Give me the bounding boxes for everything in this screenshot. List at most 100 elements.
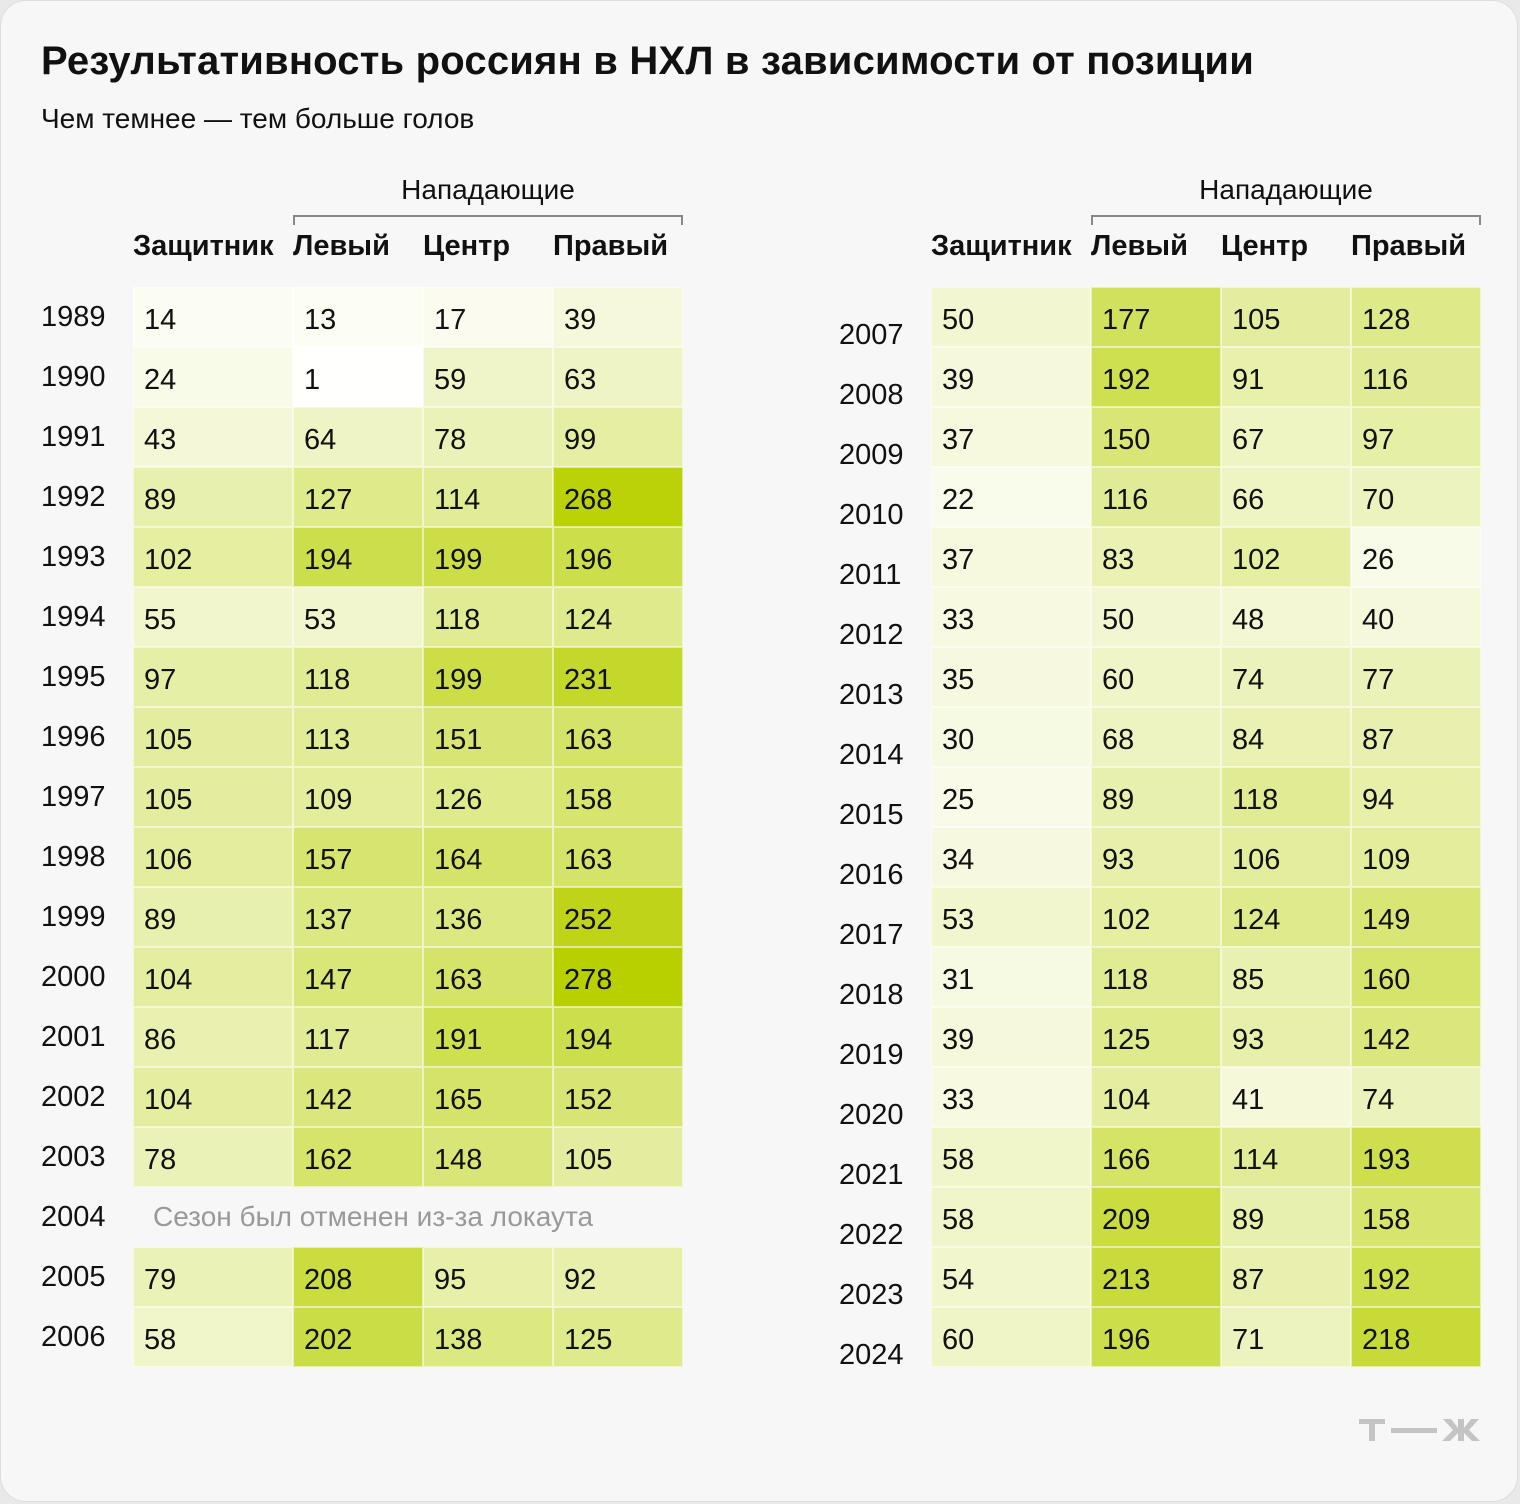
heatmap-cell: 95 [423, 1247, 553, 1307]
heatmap-cell: 39 [931, 347, 1091, 407]
heatmap-cell: 177 [1091, 287, 1221, 347]
heatmap-cell: 26 [1351, 527, 1481, 587]
heatmap-cell: 13 [293, 287, 423, 347]
heatmap-cell: 163 [553, 707, 683, 767]
heatmap-cell: 53 [293, 587, 423, 647]
heatmap-cell: 71 [1221, 1307, 1351, 1367]
heatmap-cell: 209 [1091, 1187, 1221, 1247]
heatmap-cell: 33 [931, 587, 1091, 647]
lockout-note: Сезон был отменен из-за локаута [153, 1201, 594, 1232]
heatmap-cell: 85 [1221, 947, 1351, 1007]
year-label: 2006 [41, 1321, 106, 1353]
year-label: 2015 [839, 799, 904, 831]
heatmap-cell: 213 [1091, 1247, 1221, 1307]
heatmap-cell: 93 [1091, 827, 1221, 887]
heatmap-cell: 84 [1221, 707, 1351, 767]
heatmap-cell: 158 [553, 767, 683, 827]
heatmap-cell: 91 [1221, 347, 1351, 407]
year-label: 1993 [41, 541, 106, 573]
year-label: 2009 [839, 439, 904, 471]
heatmap-cell: 118 [293, 647, 423, 707]
heatmap-cell: 89 [1091, 767, 1221, 827]
heatmap-cell: 118 [1221, 767, 1351, 827]
heatmap-cell: 92 [553, 1247, 683, 1307]
heatmap-cell: 40 [1351, 587, 1481, 647]
heatmap-cell: 43 [133, 407, 293, 467]
year-label: 2000 [41, 961, 106, 993]
heatmap-cell: 83 [1091, 527, 1221, 587]
heatmap-cell: 194 [293, 527, 423, 587]
heatmap-cell: 192 [1351, 1247, 1481, 1307]
heatmap-cell: 191 [423, 1007, 553, 1067]
heatmap-cell: 53 [931, 887, 1091, 947]
heatmap-cell: 66 [1221, 467, 1351, 527]
column-header-right-wing: Правый [553, 230, 669, 262]
year-label: 2019 [839, 1039, 904, 1071]
heatmap-cell: 24 [133, 347, 293, 407]
year-label: 2021 [839, 1159, 904, 1191]
column-header-center: Центр [1221, 230, 1309, 262]
heatmap-cell: 109 [293, 767, 423, 827]
heatmap-cell: 114 [1221, 1127, 1351, 1187]
year-label: 2020 [839, 1099, 904, 1131]
heatmap-cell: 94 [1351, 767, 1481, 827]
heatmap-cell: 149 [1351, 887, 1481, 947]
heatmap-cell: 25 [931, 767, 1091, 827]
heatmap-cell: 89 [133, 887, 293, 947]
heatmap-cell: 89 [1221, 1187, 1351, 1247]
year-label: 1999 [41, 901, 106, 933]
heatmap-cell: 124 [553, 587, 683, 647]
heatmap-cell: 166 [1091, 1127, 1221, 1187]
heatmap-cell: 116 [1091, 467, 1221, 527]
heatmap-cell: 202 [293, 1307, 423, 1367]
heatmap-cell: 104 [133, 1067, 293, 1127]
heatmap-cell: 102 [1091, 887, 1221, 947]
heatmap-cell: 208 [293, 1247, 423, 1307]
heatmap-cell: 97 [133, 647, 293, 707]
year-label: 2011 [839, 559, 902, 591]
column-header-right-wing: Правый [1351, 230, 1467, 262]
heatmap-cell: 39 [931, 1007, 1091, 1067]
heatmap-cell: 58 [133, 1307, 293, 1367]
year-label: 2001 [41, 1021, 106, 1053]
heatmap-cell: 137 [293, 887, 423, 947]
heatmap-cell: 105 [1221, 287, 1351, 347]
year-label: 2005 [41, 1261, 106, 1293]
heatmap-cell: 74 [1351, 1067, 1481, 1127]
chart-subtitle: Чем темнее — тем больше голов [41, 103, 475, 134]
heatmap-cell: 97 [1351, 407, 1481, 467]
heatmap-cell: 105 [553, 1127, 683, 1187]
year-label: 2017 [839, 919, 904, 951]
year-label: 1997 [41, 781, 106, 813]
column-header-defender: Защитник [133, 230, 274, 262]
heatmap-cell: 278 [553, 947, 683, 1007]
year-label: 1996 [41, 721, 106, 753]
heatmap-cell: 87 [1221, 1247, 1351, 1307]
year-label: 2008 [839, 379, 904, 411]
heatmap-cell: 14 [133, 287, 293, 347]
heatmap-cell: 99 [553, 407, 683, 467]
heatmap-cell: 124 [1221, 887, 1351, 947]
heatmap-cell: 128 [1351, 287, 1481, 347]
heatmap-cell: 114 [423, 467, 553, 527]
heatmap-cell: 193 [1351, 1127, 1481, 1187]
column-header-defender: Защитник [931, 230, 1072, 262]
year-label: 2004 [41, 1201, 106, 1233]
heatmap-cell: 48 [1221, 587, 1351, 647]
heatmap-cell: 77 [1351, 647, 1481, 707]
heatmap-cell: 78 [133, 1127, 293, 1187]
year-label: 1995 [41, 661, 106, 693]
chart-title: Результативность россиян в НХЛ в зависим… [41, 39, 1254, 83]
heatmap-cell: 59 [423, 347, 553, 407]
heatmap-cell: 102 [1221, 527, 1351, 587]
heatmap-cell: 125 [1091, 1007, 1221, 1067]
heatmap-cell: 192 [1091, 347, 1221, 407]
heatmap-cell: 163 [423, 947, 553, 1007]
heatmap-cell: 163 [553, 827, 683, 887]
heatmap-cell: 157 [293, 827, 423, 887]
heatmap-cell: 102 [133, 527, 293, 587]
column-header-left-wing: Левый [293, 230, 390, 262]
heatmap-cell: 147 [293, 947, 423, 1007]
tzh-logo [1359, 1419, 1480, 1441]
